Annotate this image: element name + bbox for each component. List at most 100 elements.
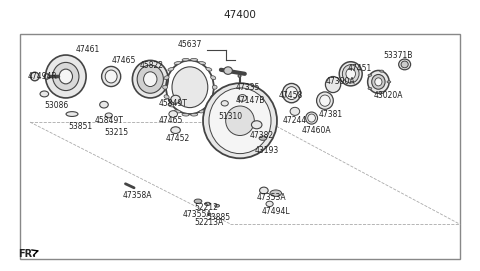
Ellipse shape [206, 103, 212, 107]
Circle shape [380, 70, 384, 72]
Circle shape [380, 92, 384, 94]
Ellipse shape [290, 107, 300, 115]
Ellipse shape [317, 92, 333, 109]
Ellipse shape [191, 58, 198, 61]
Ellipse shape [342, 65, 359, 83]
Ellipse shape [325, 76, 341, 93]
Ellipse shape [66, 112, 78, 117]
Text: 43193: 43193 [254, 146, 278, 155]
Ellipse shape [320, 95, 330, 106]
Ellipse shape [169, 111, 178, 117]
Ellipse shape [211, 76, 216, 80]
Text: 53885: 53885 [206, 213, 231, 222]
Circle shape [259, 136, 267, 140]
Text: 45822: 45822 [140, 61, 164, 70]
Text: 47460A: 47460A [302, 126, 332, 135]
Ellipse shape [266, 201, 273, 207]
Ellipse shape [238, 95, 247, 101]
Text: 47355A: 47355A [183, 210, 212, 219]
Ellipse shape [174, 62, 181, 64]
Ellipse shape [252, 121, 262, 129]
Ellipse shape [105, 113, 112, 118]
Circle shape [270, 190, 281, 196]
Text: 47452: 47452 [166, 134, 190, 143]
Text: FR.: FR. [18, 249, 36, 259]
Text: 47494L: 47494L [262, 207, 290, 217]
Text: 53086: 53086 [44, 102, 69, 111]
Ellipse shape [144, 72, 157, 86]
Ellipse shape [100, 101, 108, 108]
Ellipse shape [137, 65, 163, 93]
Ellipse shape [163, 85, 168, 89]
Circle shape [368, 88, 372, 89]
Ellipse shape [260, 187, 268, 194]
Ellipse shape [105, 70, 117, 83]
Circle shape [194, 199, 202, 203]
Text: 47353A: 47353A [257, 193, 287, 202]
Ellipse shape [174, 110, 181, 113]
Ellipse shape [212, 85, 217, 89]
Ellipse shape [308, 114, 315, 122]
Ellipse shape [182, 113, 189, 116]
Ellipse shape [164, 76, 169, 80]
Text: 47358A: 47358A [123, 191, 153, 200]
Ellipse shape [368, 70, 389, 93]
Ellipse shape [182, 58, 189, 61]
Ellipse shape [401, 61, 408, 68]
Text: 47381: 47381 [319, 109, 343, 118]
Ellipse shape [221, 101, 228, 106]
Ellipse shape [203, 83, 277, 158]
Ellipse shape [168, 67, 174, 71]
Text: 53215: 53215 [104, 128, 128, 137]
Ellipse shape [346, 69, 356, 79]
Ellipse shape [211, 95, 216, 99]
Ellipse shape [40, 91, 48, 97]
Ellipse shape [171, 127, 180, 134]
Text: 47461: 47461 [75, 45, 100, 54]
Ellipse shape [209, 88, 271, 154]
Ellipse shape [226, 106, 254, 136]
Ellipse shape [372, 75, 385, 89]
Ellipse shape [102, 66, 120, 86]
Ellipse shape [132, 60, 168, 98]
Text: 45637: 45637 [178, 40, 203, 49]
Text: 47465: 47465 [111, 56, 135, 65]
Text: 47382: 47382 [250, 131, 274, 140]
Text: 47244: 47244 [283, 116, 307, 125]
Ellipse shape [399, 59, 410, 70]
Text: 52213A: 52213A [195, 218, 224, 227]
Ellipse shape [199, 110, 205, 113]
Ellipse shape [238, 75, 241, 77]
Ellipse shape [306, 112, 318, 124]
Text: 47451: 47451 [348, 64, 372, 73]
Ellipse shape [171, 95, 180, 103]
Ellipse shape [375, 78, 382, 86]
Text: 45849T: 45849T [95, 116, 123, 125]
Text: 53851: 53851 [68, 122, 92, 131]
Ellipse shape [53, 62, 79, 91]
Ellipse shape [224, 67, 232, 74]
Text: 47465: 47465 [159, 116, 183, 125]
Ellipse shape [206, 67, 212, 71]
Ellipse shape [286, 87, 298, 99]
Ellipse shape [191, 113, 198, 116]
Ellipse shape [46, 55, 86, 98]
Text: 47494R: 47494R [28, 72, 58, 81]
Ellipse shape [172, 67, 208, 108]
Ellipse shape [199, 62, 205, 64]
Ellipse shape [164, 95, 169, 99]
Text: 45849T: 45849T [159, 99, 188, 108]
Text: 47147B: 47147B [235, 96, 264, 105]
Circle shape [204, 202, 210, 205]
Text: 47390A: 47390A [326, 77, 356, 86]
Ellipse shape [168, 103, 174, 107]
Ellipse shape [59, 69, 72, 84]
Circle shape [215, 204, 219, 207]
Text: 53371B: 53371B [383, 50, 412, 60]
Ellipse shape [44, 74, 49, 79]
Text: 47400: 47400 [224, 10, 256, 20]
Text: 51310: 51310 [218, 112, 243, 121]
Ellipse shape [31, 72, 39, 81]
Text: 47335: 47335 [235, 83, 260, 92]
Text: 52212: 52212 [195, 204, 218, 212]
